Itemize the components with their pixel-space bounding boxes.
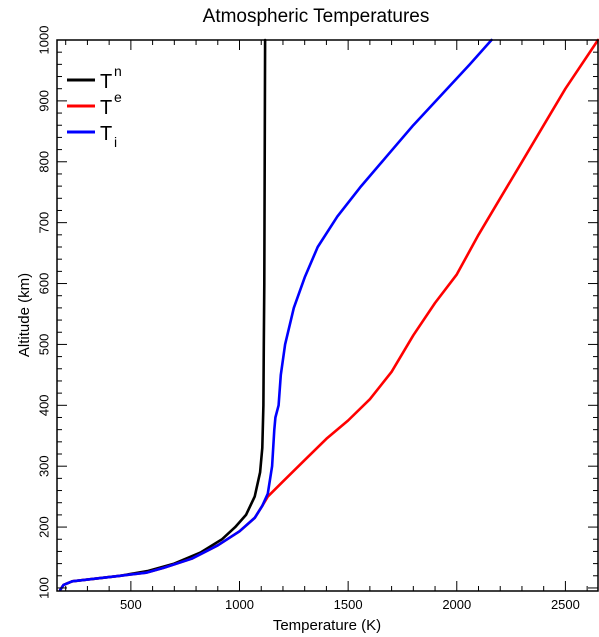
y-tick-label: 400 [36,394,51,416]
y-tick-label: 700 [36,212,51,234]
y-tick-label: 600 [36,273,51,295]
legend-script-i: i [114,134,117,150]
y-tick-label: 100 [36,577,51,599]
y-tick-label: 800 [36,151,51,173]
y-tick-label: 500 [36,334,51,356]
y-tick-label: 200 [36,516,51,538]
y-axis-ticks: 100 200 300 400 500 600 700 800 900 1000 [36,26,598,599]
x-axis-label: Temperature (K) [273,617,381,634]
x-tick-label: 1000 [225,597,254,612]
chart-title: Atmospheric Temperatures [203,6,430,27]
series-line-i [59,38,493,592]
y-tick-label: 900 [36,90,51,112]
x-tick-label: 500 [120,597,142,612]
y-axis-label: Altitude (km) [16,273,33,357]
legend-script-e: e [114,89,122,105]
x-axis-ticks: 500 1000 1500 2000 2500 [65,40,588,612]
x-tick-label: 1500 [334,597,363,612]
x-tick-label: 2500 [551,597,580,612]
legend-label-n: T [100,71,112,93]
plot-lines [59,38,599,592]
plot-frame [56,39,599,592]
y-tick-label: 1000 [36,26,51,55]
x-tick-label: 2000 [442,597,471,612]
legend-label-i: T [100,123,112,145]
y-tick-label: 300 [36,455,51,477]
legend-label-e: T [100,97,112,119]
legend-script-n: n [114,63,122,79]
